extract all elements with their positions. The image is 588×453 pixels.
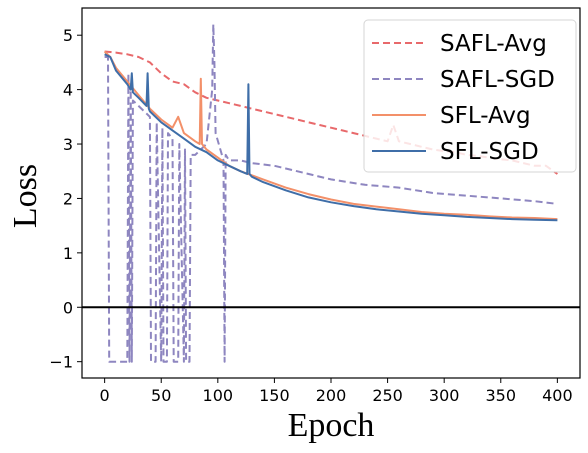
y-tick-label: 5 <box>63 26 73 45</box>
x-tick-label: 300 <box>429 386 460 405</box>
y-axis-title: Loss <box>7 164 44 228</box>
x-axis-title: Epoch <box>288 407 375 444</box>
series-line-safl-sgd <box>104 23 558 363</box>
y-tick-label: −1 <box>49 353 73 372</box>
x-tick-label: 50 <box>151 386 171 405</box>
x-tick-label: 100 <box>203 386 234 405</box>
x-tick-label: 200 <box>316 386 347 405</box>
x-tick-label: 400 <box>542 386 573 405</box>
legend-label-sfl-avg: SFL-Avg <box>440 103 531 129</box>
y-tick-label: 1 <box>63 244 73 263</box>
legend-box <box>363 19 577 173</box>
y-tick-label: 2 <box>63 189 73 208</box>
legend: SAFL-Avg SAFL-SGD SFL-Avg SFL-SGD <box>363 19 577 173</box>
x-tick-label: 150 <box>259 386 290 405</box>
y-tick-label: 0 <box>63 298 73 317</box>
y-tick-label: 4 <box>63 81 73 100</box>
series-line-sfl-avg <box>103 50 558 221</box>
legend-label-safl-avg: SAFL-Avg <box>440 31 547 57</box>
x-tick-label: 350 <box>485 386 516 405</box>
legend-label-safl-sgd: SAFL-SGD <box>440 67 555 93</box>
series-line-sfl-sgd <box>104 53 558 222</box>
axes-layer: 0 50 100 150 200 250 300 350 400 −1 0 1 2 3 4 5 <box>49 7 581 405</box>
y-tick-label: 3 <box>63 135 73 154</box>
legend-label-sfl-sgd: SFL-SGD <box>440 139 539 165</box>
x-tick-label: 250 <box>372 386 403 405</box>
x-tick-label: 0 <box>100 386 110 405</box>
